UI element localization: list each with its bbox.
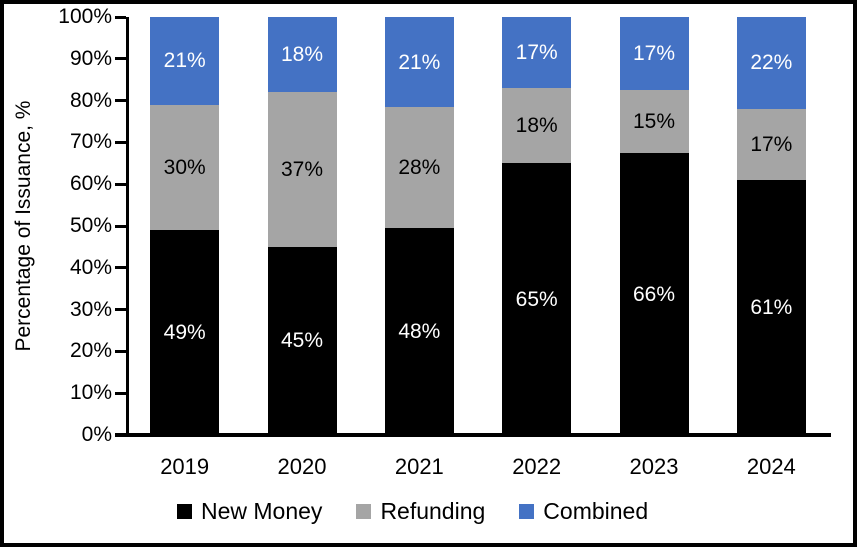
x-tick-label-2020: 2020 xyxy=(277,454,327,479)
bar-segment-2023-combined: 17% xyxy=(619,17,689,90)
bar-value-label-2022-combined: 17% xyxy=(515,41,558,65)
y-tick-label-80pct: 80% xyxy=(69,88,112,112)
bar-value-label-2024-new-money: 61% xyxy=(750,296,793,319)
y-tick-label-70pct: 70% xyxy=(69,130,112,154)
bar-value-label-2019-new-money: 49% xyxy=(163,321,206,345)
y-tick-label-90pct: 90% xyxy=(69,46,112,70)
bar-value-label-2019-combined: 21% xyxy=(163,49,206,73)
x-tick-label-2024: 2024 xyxy=(746,454,796,479)
bar-value-label-2021-new-money: 48% xyxy=(398,320,441,344)
bar-segment-2024-combined: 22% xyxy=(736,17,806,109)
bar-segment-2019-refunding: 30% xyxy=(150,104,220,231)
bar-value-label-2024-combined: 22% xyxy=(750,51,793,75)
bar-segment-2020-refunding: 37% xyxy=(267,92,337,247)
y-tick-label-30pct: 30% xyxy=(69,297,112,321)
y-tick-label-10pct: 10% xyxy=(69,381,112,405)
bar-segment-2022-refunding: 18% xyxy=(502,88,572,164)
legend-swatch-refunding xyxy=(356,503,372,519)
legend-swatch-new-money xyxy=(177,503,192,519)
y-tick-label-100pct: 100% xyxy=(58,5,112,28)
bar-segment-2020-combined: 18% xyxy=(267,17,337,93)
bar-segment-2024-refunding: 17% xyxy=(736,108,806,180)
x-axis-line xyxy=(115,433,831,437)
x-tick-label-2021: 2021 xyxy=(394,454,444,479)
legend-label-combined: Combined xyxy=(543,497,649,524)
y-tick-label-40pct: 40% xyxy=(69,255,112,279)
y-axis-line xyxy=(126,17,129,437)
y-tick-mark-40pct xyxy=(115,266,126,270)
bar-value-label-2019-refunding: 30% xyxy=(163,155,206,179)
legend-swatch-combined xyxy=(519,503,535,519)
legend-item-refunding: Refunding xyxy=(356,498,485,525)
bar-value-label-2022-new-money: 65% xyxy=(515,287,558,311)
bar-value-label-2021-refunding: 28% xyxy=(398,156,441,180)
bar-value-label-2022-refunding: 18% xyxy=(515,114,558,138)
y-tick-mark-100pct xyxy=(115,15,126,19)
y-tick-mark-60pct xyxy=(115,182,126,186)
bar-segment-2024-new-money: 61% xyxy=(736,180,806,435)
x-tick-label-2019: 2019 xyxy=(160,454,210,479)
y-tick-mark-80pct xyxy=(115,99,126,103)
y-tick-label-0pct: 0% xyxy=(81,423,112,446)
y-tick-mark-30pct xyxy=(115,308,126,312)
y-tick-mark-70pct xyxy=(115,140,126,144)
bar-segment-2019-combined: 21% xyxy=(150,17,220,105)
y-tick-mark-10pct xyxy=(115,391,126,395)
bar-value-label-2023-combined: 17% xyxy=(632,41,676,65)
y-tick-mark-90pct xyxy=(115,57,126,61)
bar-segment-2022-new-money: 65% xyxy=(502,163,572,435)
bar-segment-2020-new-money: 45% xyxy=(267,246,337,435)
bar-value-label-2020-refunding: 37% xyxy=(280,158,324,182)
y-tick-label-60pct: 60% xyxy=(69,172,112,196)
bar-value-label-2021-combined: 21% xyxy=(398,50,441,74)
x-tick-label-2022: 2022 xyxy=(512,454,562,479)
legend: New Money Refunding Combined xyxy=(177,494,648,528)
y-tick-label-20pct: 20% xyxy=(69,339,112,363)
y-tick-mark-20pct xyxy=(115,349,126,353)
legend-label-refunding: Refunding xyxy=(380,497,486,524)
bar-value-label-2020-new-money: 45% xyxy=(280,329,324,353)
bar-value-label-2020-combined: 18% xyxy=(280,43,324,67)
x-tick-label-2023: 2023 xyxy=(629,454,679,479)
bar-segment-2023-refunding: 15% xyxy=(619,89,689,154)
bar-segment-2019-new-money: 49% xyxy=(150,230,220,435)
bar-segment-2022-combined: 17% xyxy=(502,17,572,89)
bar-segment-2021-refunding: 28% xyxy=(384,107,454,229)
bar-segment-2023-new-money: 66% xyxy=(619,153,689,435)
legend-item-new-money: New Money xyxy=(177,498,322,525)
bar-value-label-2024-refunding: 17% xyxy=(750,132,793,156)
legend-item-combined: Combined xyxy=(519,498,648,525)
bar-value-label-2023-new-money: 66% xyxy=(632,282,676,306)
bar-value-label-2023-refunding: 15% xyxy=(632,109,676,133)
y-tick-label-50pct: 50% xyxy=(69,214,112,237)
legend-label-new-money: New Money xyxy=(201,497,323,524)
bar-segment-2021-combined: 21% xyxy=(384,17,454,108)
y-tick-mark-50pct xyxy=(115,224,126,228)
bar-segment-2021-new-money: 48% xyxy=(384,228,454,435)
